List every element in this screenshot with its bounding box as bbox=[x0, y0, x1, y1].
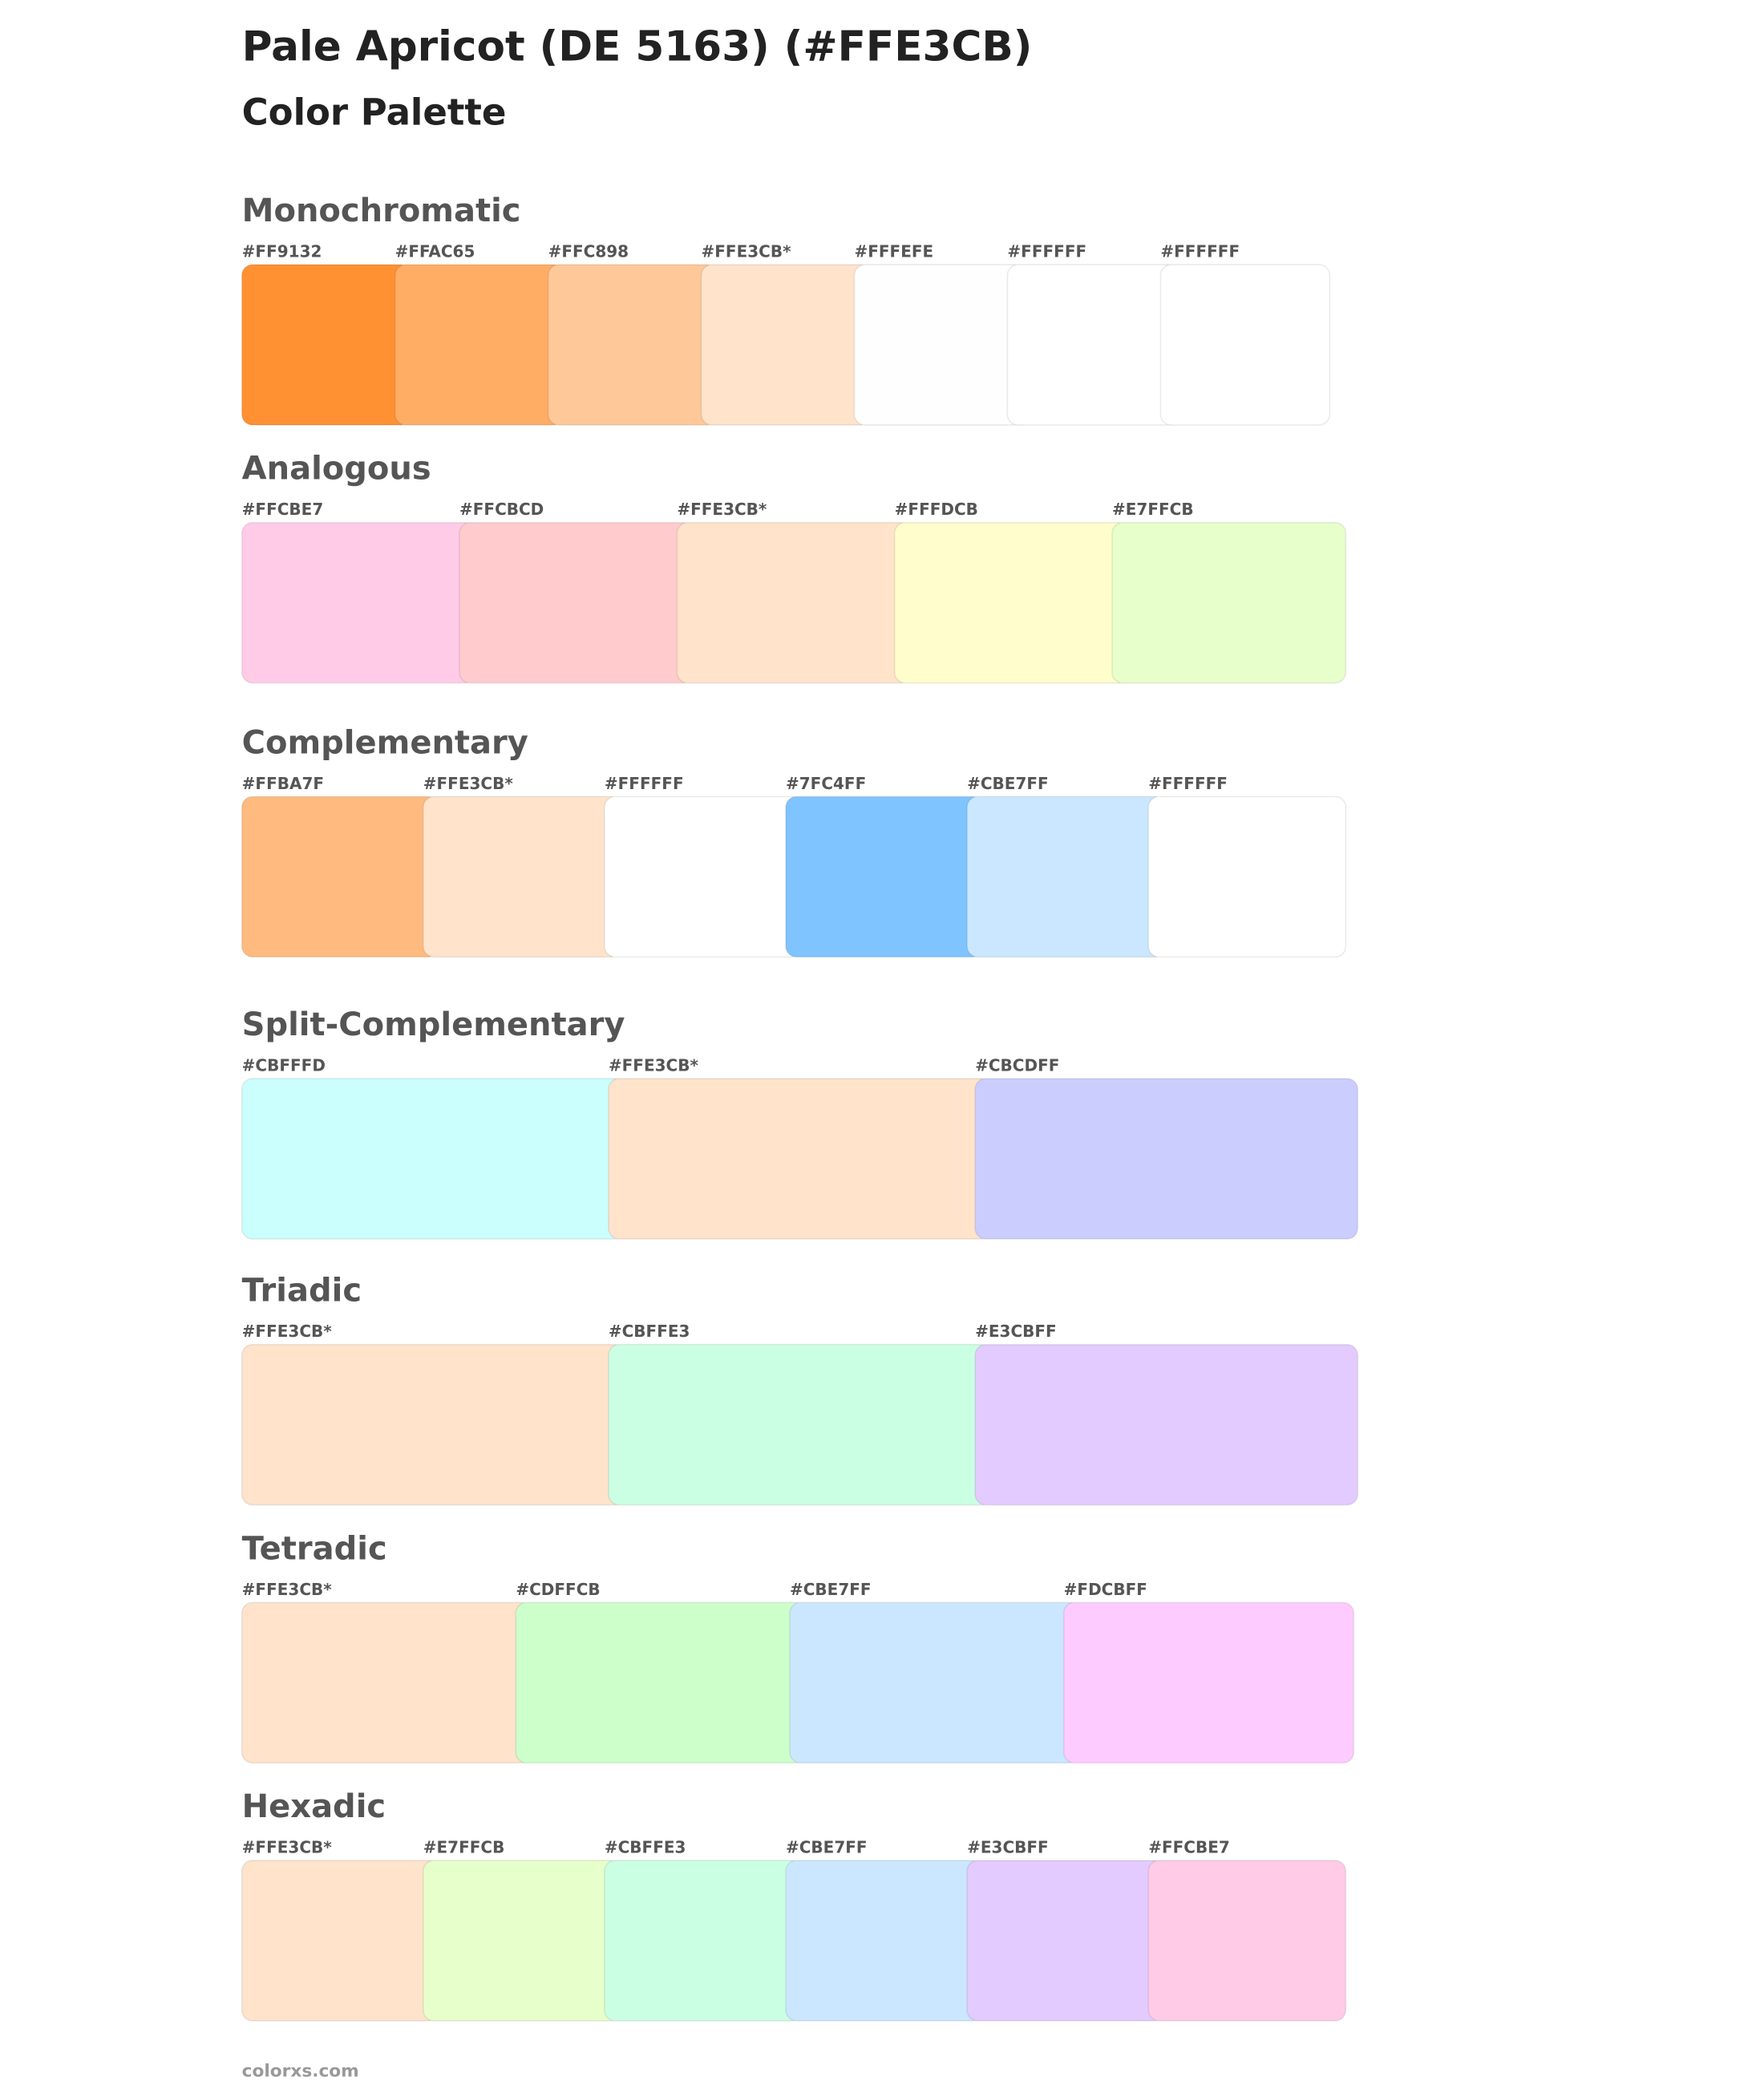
swatch-label: #FFCBCD bbox=[459, 500, 544, 519]
swatch-label: #E7FFCB bbox=[1112, 500, 1194, 519]
swatch-label: #CBFFE3 bbox=[605, 1838, 686, 1857]
swatch bbox=[1147, 1860, 1347, 2022]
swatch-label: #FFBA7F bbox=[242, 774, 324, 793]
swatch bbox=[1062, 1601, 1355, 1764]
swatch bbox=[604, 1860, 803, 2022]
swatch-label: #FFFFFF bbox=[605, 774, 684, 793]
swatch bbox=[966, 796, 1166, 958]
swatch bbox=[676, 521, 912, 684]
swatch-label: #FF9132 bbox=[242, 242, 322, 261]
swatch-label: #FFE3CB* bbox=[242, 1322, 333, 1341]
page-subtitle: Color Palette bbox=[242, 91, 507, 133]
swatch-label: #FFE3CB* bbox=[609, 1056, 699, 1075]
section-heading: Tetradic bbox=[242, 1530, 387, 1567]
swatch bbox=[974, 1343, 1359, 1506]
swatch bbox=[700, 264, 872, 426]
swatch bbox=[1006, 264, 1178, 426]
section-heading: Complementary bbox=[242, 724, 528, 761]
swatch-label: #CBE7FF bbox=[790, 1580, 872, 1599]
swatch bbox=[893, 521, 1129, 684]
swatch-label: #FFE3CB* bbox=[423, 774, 514, 793]
section-heading: Monochromatic bbox=[242, 192, 521, 229]
swatch-label: #FDCBFF bbox=[1064, 1580, 1147, 1599]
swatch-label: #FFCBE7 bbox=[1148, 1838, 1230, 1857]
swatch bbox=[422, 796, 621, 958]
swatch bbox=[241, 796, 440, 958]
swatch bbox=[966, 1860, 1166, 2022]
swatch bbox=[1147, 796, 1347, 958]
section-heading: Hexadic bbox=[242, 1788, 386, 1825]
swatch bbox=[241, 1078, 625, 1240]
swatch-label: #7FC4FF bbox=[786, 774, 866, 793]
swatch bbox=[1159, 264, 1331, 426]
swatch-label: #E3CBFF bbox=[975, 1322, 1057, 1341]
swatch bbox=[608, 1078, 992, 1240]
swatch bbox=[241, 264, 412, 426]
swatch-label: #FFFFFF bbox=[1160, 242, 1240, 261]
swatch bbox=[241, 521, 476, 684]
swatch-label: #FFE3CB* bbox=[242, 1580, 333, 1599]
swatch bbox=[974, 1078, 1359, 1240]
swatch-label: #CBFFE3 bbox=[609, 1322, 690, 1341]
swatch-label: #FFC898 bbox=[548, 242, 629, 261]
swatch-label: #FFFEFE bbox=[854, 242, 933, 261]
swatch bbox=[459, 521, 694, 684]
swatch bbox=[785, 1860, 984, 2022]
swatch-label: #E3CBFF bbox=[967, 1838, 1049, 1857]
swatch bbox=[394, 264, 565, 426]
swatch-label: #E7FFCB bbox=[423, 1838, 505, 1857]
swatch-label: #FFE3CB* bbox=[677, 500, 767, 519]
section-heading: Analogous bbox=[242, 451, 431, 488]
section-heading: Split-Complementary bbox=[242, 1006, 625, 1043]
swatch bbox=[789, 1601, 1081, 1764]
swatch-label: #FFE3CB* bbox=[702, 242, 792, 261]
swatch bbox=[608, 1343, 992, 1506]
swatch bbox=[785, 796, 984, 958]
swatch-label: #CDFFCB bbox=[516, 1580, 600, 1599]
swatch bbox=[241, 1860, 440, 2022]
page-title: Pale Apricot (DE 5163) (#FFE3CB) bbox=[242, 23, 1033, 71]
swatch-label: #FFFDCB bbox=[895, 500, 978, 519]
swatch bbox=[241, 1343, 625, 1506]
swatch bbox=[1111, 521, 1347, 684]
swatch-label: #FFAC65 bbox=[395, 242, 475, 261]
swatch bbox=[604, 796, 803, 958]
swatch-label: #FFFFFF bbox=[1148, 774, 1228, 793]
swatch bbox=[515, 1601, 807, 1764]
swatch-label: #FFFFFF bbox=[1007, 242, 1086, 261]
swatch-label: #CBE7FF bbox=[967, 774, 1049, 793]
footer: colorxs.com bbox=[242, 2061, 359, 2081]
swatch-label: #CBE7FF bbox=[786, 1838, 868, 1857]
swatch-label: #FFCBE7 bbox=[242, 500, 324, 519]
swatch-label: #FFE3CB* bbox=[242, 1838, 333, 1857]
swatch-label: #CBCDFF bbox=[975, 1056, 1059, 1075]
section-heading: Triadic bbox=[242, 1273, 362, 1310]
swatch bbox=[853, 264, 1025, 426]
swatch bbox=[422, 1860, 621, 2022]
swatch-label: #CBFFFD bbox=[242, 1056, 326, 1075]
swatch bbox=[547, 264, 718, 426]
swatch bbox=[241, 1601, 533, 1764]
